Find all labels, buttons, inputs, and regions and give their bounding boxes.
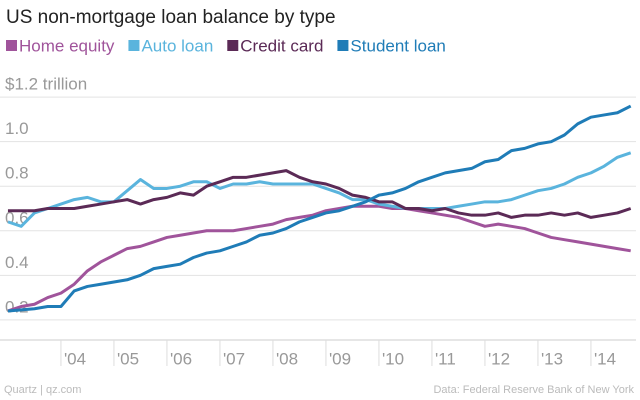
series-line [7,169,632,219]
legend-label: Student loan [350,36,445,55]
legend-label: Credit card [240,36,323,55]
y-tick-label: $1.2 trillion [5,75,87,94]
x-tick-label: '07 [223,349,245,368]
y-tick-label: 0.8 [5,164,29,183]
legend-label: Home equity [19,36,115,55]
credit: Quartz | qz.com [4,384,81,396]
x-tick-label: '11 [435,349,456,368]
x-tick-label: '10 [382,349,404,368]
y-tick-label: 0.4 [5,253,29,272]
legend-label: Auto loan [141,36,213,55]
x-tick-label: '06 [170,349,192,368]
x-tick-label: '09 [329,349,351,368]
legend-swatch [6,40,17,51]
series-line [7,104,632,313]
legend-swatch [337,40,349,51]
chart-title: US non-mortgage loan balance by type [6,7,336,28]
x-tick-label: '08 [276,349,298,368]
source: Data: Federal Reserve Bank of New York [433,384,634,396]
series-line [7,204,631,313]
x-tick-label: '13 [541,349,563,368]
x-tick-label: '05 [117,349,139,368]
x-tick-label: '04 [64,349,86,368]
legend-swatch [227,40,239,51]
y-tick-label: 1.0 [5,119,29,138]
x-tick-label: '12 [488,349,510,368]
x-tick-label: '14 [594,349,616,368]
legend-swatch [128,40,140,51]
